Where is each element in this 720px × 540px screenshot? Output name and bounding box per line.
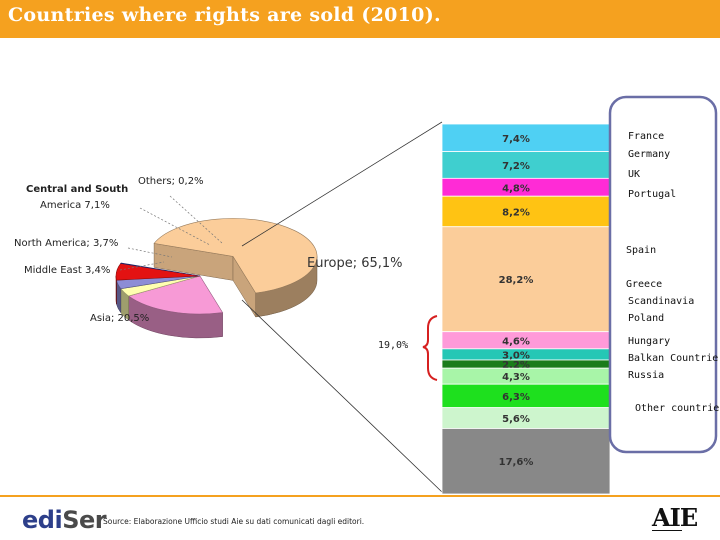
country-label-russia: Russia [628, 370, 665, 381]
bar-value-label-6: 4,6% [502, 336, 530, 347]
country-label-other: Other countries [635, 403, 719, 414]
bar-value-label-2: 7,2% [502, 161, 530, 172]
pie-slice-asia [127, 275, 224, 339]
pie-label-others: Others; 0,2% [138, 176, 204, 187]
source-note: Source: Elaborazione Ufficio studi Aie s… [103, 517, 365, 526]
bar-segment-12 [441, 428, 611, 495]
country-label-uk: UK [628, 169, 641, 180]
pie-slice-europe [153, 218, 318, 318]
leader-central-america [139, 207, 211, 246]
logo-accent: Ser [62, 506, 107, 534]
pie-label-europe: Europe; 65,1% [307, 256, 403, 271]
country-label-greece: Greece [626, 279, 663, 290]
pie-label-asia: Asia; 20,5% [90, 313, 150, 324]
stacked-bar: 7,4% 7,2% 4,8% 8,2% 28,2% 4,6% 3,0%2,2%4,3% 6,3… [441, 123, 611, 495]
country-label-balkan: Balkan Countries [628, 353, 718, 364]
bar-value-label-12: 17,6% [499, 457, 534, 468]
bar-segment-2 [441, 151, 611, 179]
pie-label-central-america-line2: America 7,1% [40, 200, 110, 211]
bar-segment-5 [441, 226, 611, 333]
country-label-france: France [628, 131, 665, 142]
bar-value-label-9: 4,3% [502, 372, 530, 383]
country-label-spain: Spain [626, 245, 657, 256]
bar-value-label-5: 28,2% [499, 275, 534, 286]
aie-logo-underline [652, 530, 682, 531]
footer-divider [0, 495, 720, 497]
title-bar: Countries where rights are sold (2010). [0, 0, 720, 38]
bar-value-label-11: 5,6% [502, 414, 530, 425]
leader-middle-east [119, 261, 165, 271]
zoom-line-top [241, 121, 443, 247]
country-label-germany: Germany [628, 149, 671, 160]
bar-segment-4 [441, 195, 611, 228]
pie-label-central-america-line1: Central and South [26, 184, 129, 195]
leader-north-america [127, 247, 173, 258]
group-bracket [422, 315, 438, 381]
logo-main: edi [22, 506, 63, 534]
aie-logo: AIE [652, 503, 698, 532]
bar-value-label-3: 4,8% [502, 183, 530, 194]
bar-value-label-10: 6,3% [502, 392, 530, 403]
bar-value-label-8: 2,2% [502, 360, 530, 371]
bar-value-label-4: 8,2% [502, 207, 530, 218]
pie-label-middle-east: Middle East 3,4% [24, 265, 111, 276]
ediser-logo: ediSer [22, 506, 107, 534]
bar-value-label-1: 7,4% [502, 134, 530, 145]
bar-value-label-7: 3,0% [502, 350, 530, 361]
pie-label-north-america: North America; 3,7% [14, 238, 119, 249]
country-label-hungary: Hungary [628, 336, 671, 347]
page-title: Countries where rights are sold (2010). [8, 4, 441, 26]
zoom-line-bottom [241, 299, 443, 493]
country-label-portugal: Portugal [628, 189, 677, 200]
country-label-scandinavia: Scandinavia [628, 296, 695, 307]
country-frame [608, 95, 718, 454]
country-label-poland: Poland [628, 313, 665, 324]
pie-chart [115, 218, 318, 339]
chart-canvas: 7,4% 7,2% 4,8% 8,2% 28,2% 4,6% 3,0%2,2%4,3% 6,3… [115, 95, 718, 495]
bracket-label: 19,0% [378, 340, 409, 351]
